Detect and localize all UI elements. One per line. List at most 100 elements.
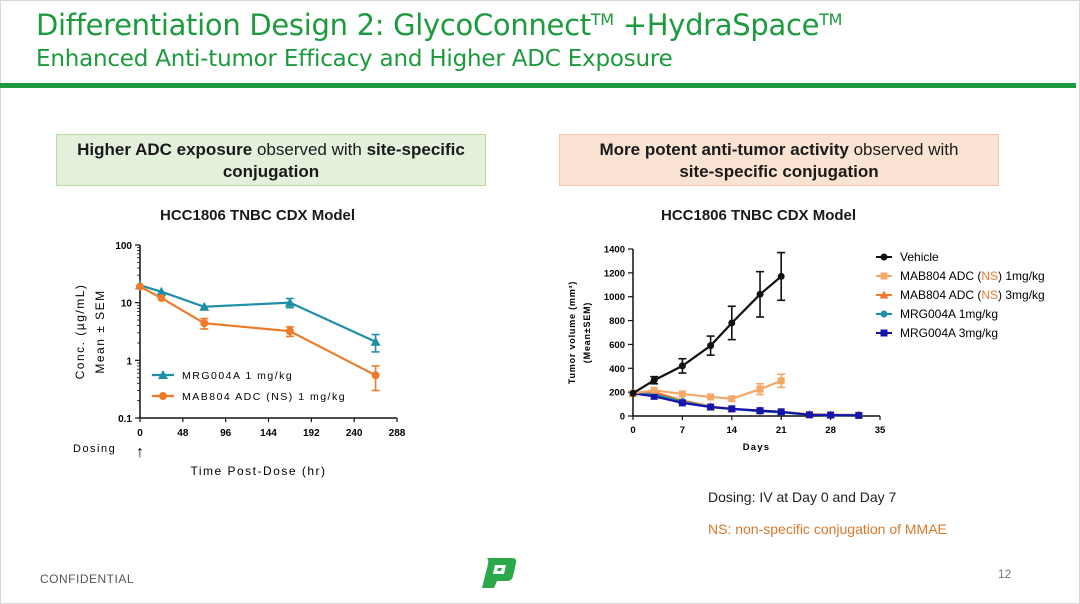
legend-label: MRG004A 1 mg/kg <box>182 370 293 382</box>
data-point <box>777 408 785 416</box>
x-tick-label: 35 <box>875 425 886 436</box>
data-point <box>650 376 658 384</box>
y-tick-label: 0 <box>620 412 625 423</box>
data-point <box>707 403 715 411</box>
y-tick-label: 400 <box>609 364 625 375</box>
legend-label: MRG004A 1mg/kg <box>900 307 998 321</box>
data-point <box>756 385 764 393</box>
page-number: 12 <box>998 567 1012 581</box>
dosing-note: Dosing: IV at Day 0 and Day 7 <box>708 489 897 505</box>
y-axis-subtitle: (Mean±SEM) <box>582 302 592 363</box>
x-tick-label: 0 <box>137 428 143 439</box>
legend-label: MAB804 ADC (NS) 1 mg/kg <box>182 391 346 403</box>
legend-marker <box>880 310 888 318</box>
ns-note: NS: non-specific conjugation of MMAE <box>708 521 947 537</box>
x-tick-label: 96 <box>220 428 232 439</box>
pk-chart: 0.1 1 10 100 0 48 96 144 192 240 288 Time Post-Dose… <box>73 241 406 478</box>
x-tick-label: 192 <box>303 428 320 439</box>
legend-label-part: NS <box>981 269 998 283</box>
data-point <box>370 336 381 346</box>
data-point <box>728 395 736 403</box>
legend-label-part: MAB804 ADC ( <box>900 288 981 302</box>
company-logo <box>482 558 517 588</box>
x-tick-label: 288 <box>389 428 406 439</box>
legend-marker <box>158 370 168 379</box>
series-line-2 <box>632 391 859 416</box>
data-point <box>678 390 686 398</box>
data-point <box>200 319 209 328</box>
legend-label-part: MAB804 ADC ( <box>900 269 981 283</box>
data-point <box>199 301 210 311</box>
slide-title: Differentiation Design 2: GlycoConnectTM… <box>36 8 843 42</box>
data-point <box>157 294 166 303</box>
callout-left: Higher ADC exposure observed with site-s… <box>56 134 486 186</box>
data-point <box>756 290 764 298</box>
x-tick-label: 0 <box>630 425 635 436</box>
legend-marker <box>880 329 888 337</box>
data-point <box>777 272 785 280</box>
legend-label: Vehicle <box>900 250 939 264</box>
callout-right: More potent anti-tumor activity observed… <box>559 134 999 186</box>
y-tick-label: 1 <box>126 356 132 367</box>
x-tick-label: 240 <box>346 428 363 439</box>
footer-confidential: CONFIDENTIAL <box>40 572 135 586</box>
legend-marker <box>159 392 167 400</box>
legend-marker <box>880 272 888 280</box>
legend-marker <box>880 253 888 261</box>
x-tick-label: 7 <box>680 425 685 436</box>
slide-subtitle: Enhanced Anti-tumor Efficacy and Higher … <box>36 46 673 72</box>
y-tick-label: 1400 <box>604 245 625 256</box>
legend-marker <box>879 290 889 299</box>
data-point <box>707 393 715 401</box>
series-line-4 <box>632 392 859 417</box>
data-point <box>285 327 294 336</box>
pk-chart-title: HCC1806 TNBC CDX Model <box>160 207 356 224</box>
legend-label-part: NS <box>981 288 998 302</box>
x-tick-label: 14 <box>727 425 738 436</box>
data-point <box>156 286 167 296</box>
legend-label-part: ) 1mg/kg <box>998 269 1045 283</box>
data-point <box>136 282 144 291</box>
data-point <box>827 411 835 419</box>
data-point <box>728 405 736 413</box>
x-tick-label: 48 <box>177 428 189 439</box>
data-point <box>728 319 736 327</box>
dosing-label: Dosing <box>73 443 116 455</box>
y-tick-label: 800 <box>609 316 625 327</box>
series-line-3 <box>632 392 859 417</box>
data-point <box>805 411 813 419</box>
y-tick-label: 1200 <box>604 268 625 279</box>
y-tick-label: 1000 <box>604 292 625 303</box>
data-point <box>678 399 686 407</box>
data-point <box>777 377 785 385</box>
x-axis-title: Days <box>743 442 771 453</box>
x-axis-title: Time Post-Dose (hr) <box>190 464 326 478</box>
title-rule <box>0 83 1076 88</box>
y-tick-label: 600 <box>609 340 625 351</box>
data-point <box>855 411 863 419</box>
legend-label: MAB804 ADC (NS) 3mg/kg <box>900 288 1045 302</box>
y-tick-label: 0.1 <box>118 414 132 425</box>
x-tick-label: 21 <box>776 425 787 436</box>
data-point <box>284 297 295 307</box>
data-point <box>650 386 658 394</box>
y-tick-label: 100 <box>115 241 132 252</box>
legend-label: MRG004A 3mg/kg <box>900 326 998 340</box>
y-tick-label: 200 <box>609 388 625 399</box>
series-line-1 <box>139 285 377 377</box>
efficacy-chart-title: HCC1806 TNBC CDX Model <box>661 207 857 224</box>
x-tick-label: 144 <box>260 428 277 439</box>
data-point <box>650 392 658 400</box>
data-point <box>707 342 715 350</box>
y-axis-title: Tumor volume (mm³) <box>567 281 577 384</box>
data-point <box>678 362 686 370</box>
legend-label-part: ) 3mg/kg <box>998 288 1045 302</box>
dosing-arrow: ↑ <box>136 444 144 461</box>
efficacy-chart: 0 200 400 600 800 1000 1200 1400 0 7 14 21 28 35 Days T… <box>567 245 1045 454</box>
x-tick-label: 28 <box>825 425 836 436</box>
data-point <box>371 371 380 380</box>
data-point <box>629 389 637 397</box>
series-line-0 <box>139 284 377 343</box>
data-point <box>756 407 764 415</box>
y-tick-label: 10 <box>121 299 133 310</box>
